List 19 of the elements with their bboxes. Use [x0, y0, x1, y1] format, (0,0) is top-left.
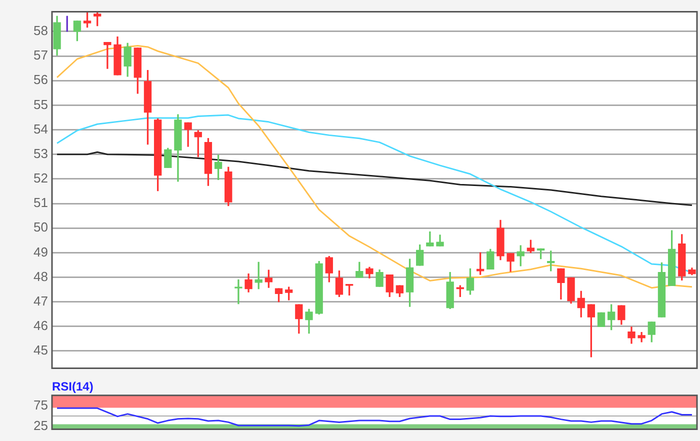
- candlestick: [104, 42, 112, 69]
- y-tick-label: 51: [34, 195, 48, 210]
- y-tick-label: 56: [34, 72, 48, 88]
- y-tick-label: 57: [34, 48, 48, 63]
- y-tick-label: 45: [34, 342, 48, 358]
- y-tick-label: 52: [34, 170, 48, 186]
- y-tick-label: 75: [34, 397, 48, 412]
- y-tick-label: 50: [34, 220, 48, 235]
- candlestick: [234, 279, 242, 304]
- y-tick-label: 48: [34, 268, 48, 284]
- chart-title: RSI(14): [52, 380, 94, 394]
- y-tick-label: 49: [34, 244, 48, 260]
- y-tick-label: 47: [34, 293, 48, 308]
- y-tick-label: 46: [34, 318, 48, 333]
- y-tick-label: 25: [34, 418, 48, 433]
- y-tick-label: 54: [34, 121, 48, 136]
- y-tick-label: 58: [34, 23, 48, 38]
- y-tick-label: 55: [34, 96, 48, 112]
- y-tick-label: 53: [34, 146, 48, 161]
